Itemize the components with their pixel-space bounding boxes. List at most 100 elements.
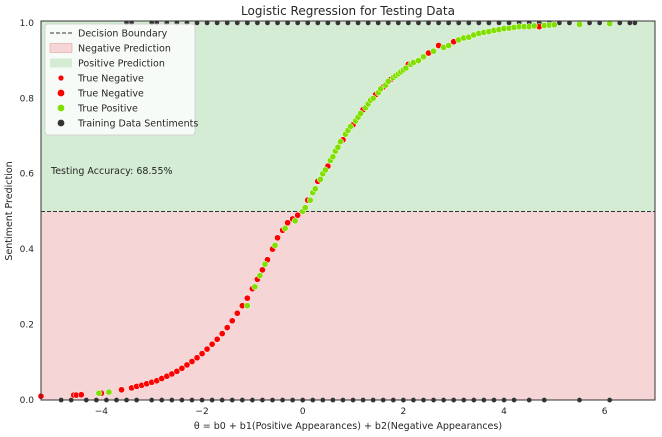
true-negative-point (183, 361, 191, 369)
training-point (274, 20, 281, 26)
legend-marker-icon (57, 89, 65, 97)
true-positive-point (95, 389, 103, 397)
training-point (194, 20, 200, 26)
legend-patch-icon (50, 58, 72, 68)
training-point (596, 20, 603, 26)
training-point (204, 20, 210, 26)
training-point (632, 20, 638, 26)
plot-frame (40, 20, 656, 401)
true-positive-point (243, 302, 251, 310)
true-positive-point (369, 94, 377, 102)
true-negative-point (218, 330, 226, 337)
true-negative-point (259, 266, 266, 274)
training-point (415, 20, 422, 26)
y-tick-label: 0.8 (20, 94, 35, 104)
true-positive-point (530, 22, 538, 30)
true-positive-point (105, 388, 113, 396)
x-tick-label: 4 (501, 407, 507, 417)
true-positive-point (334, 143, 342, 151)
y-tick-label: 0.0 (20, 396, 35, 406)
training-point (405, 20, 412, 26)
true-positive-point (445, 42, 453, 49)
true-negative-point (178, 364, 186, 372)
true-negative-point (213, 335, 221, 343)
y-axis-label: Sentiment Prediction (4, 161, 15, 260)
x-tick-label: −4 (95, 407, 109, 417)
true-positive-point (430, 47, 437, 55)
legend-marker-icon (57, 104, 65, 112)
true-positive-point (251, 283, 259, 291)
training-point (284, 20, 291, 26)
true-positive-point (256, 272, 264, 279)
true-negative-point (243, 294, 251, 302)
training-point (486, 20, 492, 26)
training-point (375, 20, 381, 26)
legend-entry-label: Positive Prediction (78, 59, 165, 70)
true-positive-point (329, 153, 337, 161)
true-positive-point (576, 21, 583, 28)
training-point (365, 20, 371, 26)
true-positive-point (337, 138, 344, 146)
legend-entry-label: True Negative (77, 89, 144, 100)
legend-entry-label: Decision Boundary (78, 29, 168, 40)
training-point (616, 20, 623, 26)
training-point (566, 20, 573, 26)
legend-entry-label: Training Data Sentiments (77, 119, 198, 130)
legend-entry-label: Negative Prediction (78, 44, 171, 55)
legend-marker-icon (58, 75, 64, 81)
legend-entry-label: True Positive (77, 104, 138, 115)
true-negative-point (208, 340, 216, 348)
training-point (345, 20, 351, 26)
true-negative-point (173, 367, 181, 375)
legend-patch-icon (49, 43, 73, 53)
legend-box (44, 23, 196, 136)
training-point (385, 20, 392, 26)
y-tick-label: 0.4 (20, 245, 35, 255)
x-axis-label: θ = b0 + b1(Positive Appearances) + b2(N… (194, 421, 502, 432)
training-point (214, 20, 220, 26)
true-negative-point (193, 354, 201, 362)
training-point (435, 20, 442, 26)
x-tick-label: 2 (400, 407, 406, 417)
true-negative-point (188, 358, 196, 365)
legend-marker-icon (57, 119, 65, 127)
training-point (425, 20, 432, 26)
true-positive-point (415, 57, 422, 64)
true-positive-point (322, 166, 329, 174)
true-negative-point (118, 386, 125, 394)
negative-prediction-region (41, 211, 655, 400)
training-point (254, 20, 261, 26)
training-point (395, 20, 402, 26)
true-positive-point (306, 196, 314, 204)
true-positive-point (291, 217, 299, 225)
true-positive-point (420, 53, 427, 61)
true-positive-point (550, 21, 558, 29)
training-point (496, 20, 502, 26)
x-tick-label: 6 (602, 407, 608, 417)
true-negative-point (228, 317, 236, 325)
true-positive-point (347, 123, 354, 130)
true-negative-point (223, 324, 231, 331)
true-positive-point (316, 176, 324, 183)
true-negative-point (77, 391, 85, 399)
true-negative-point (284, 219, 291, 227)
true-positive-point (377, 85, 385, 93)
y-tick-label: 0.2 (20, 321, 34, 331)
y-tick-label: 1.0 (20, 19, 35, 29)
training-point (465, 20, 472, 26)
plot-area: −4 −2 0 2 4 6 0.0 0.2 0.4 0.6 0.8 1.0 Testing Accura… (20, 19, 656, 417)
training-point (325, 20, 331, 26)
accuracy-annotation: Testing Accuracy: 68.55% (50, 166, 173, 177)
training-point (586, 20, 593, 26)
training-point (234, 20, 241, 26)
chart-title: Logistic Regression for Testing Data (241, 4, 455, 18)
training-point (244, 20, 251, 26)
training-point (264, 20, 271, 26)
training-point (304, 20, 311, 26)
true-positive-point (271, 242, 279, 249)
true-negative-point (274, 234, 281, 242)
true-positive-point (384, 77, 392, 85)
training-point (355, 20, 361, 26)
training-point (445, 20, 452, 26)
